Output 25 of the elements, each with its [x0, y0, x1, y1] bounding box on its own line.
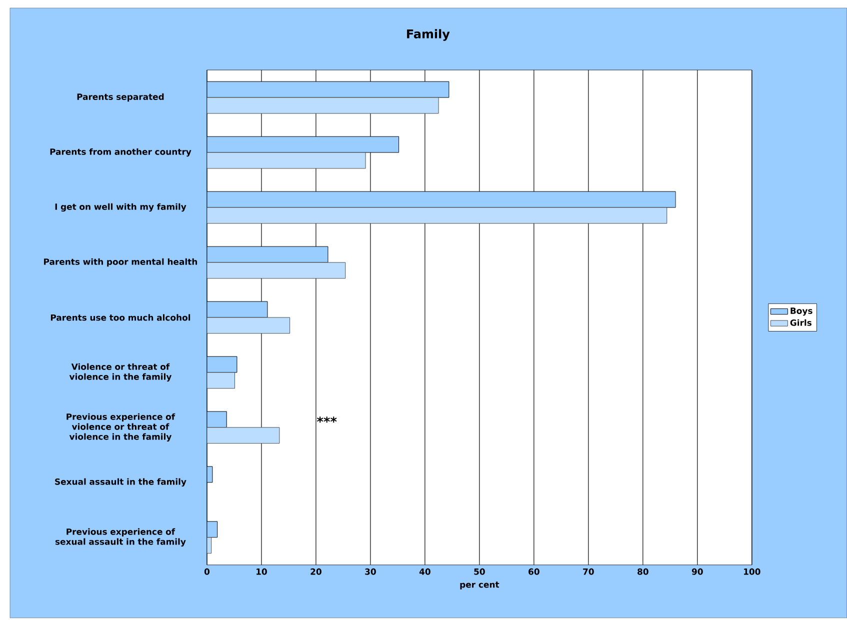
x-tick-label: 0: [204, 568, 210, 575]
x-axis-title: per cent: [460, 582, 500, 590]
x-tick-label: 30: [365, 568, 376, 575]
y-tick-label: Violence or threat of violence in the family: [69, 363, 172, 382]
y-tick-label: Previous experience of sexual assault in the family: [55, 528, 186, 547]
annotation: ***: [316, 416, 337, 423]
x-tick-label: 90: [692, 568, 703, 575]
y-tick-label: Previous experience of violence or threat of violence in the family: [66, 413, 176, 442]
y-tick-label: I get on well with my family: [55, 203, 186, 212]
y-tick-label: Parents from another country: [50, 148, 192, 157]
x-tick-label: 80: [638, 568, 648, 575]
chart-title: Family: [407, 29, 450, 41]
x-tick-label: 60: [528, 568, 540, 575]
y-tick-label: Sexual assault in the family: [55, 478, 186, 487]
x-tick-label: 20: [310, 568, 322, 575]
x-tick-label: 40: [419, 568, 430, 575]
y-tick-label: Parents use too much alcohol: [50, 314, 190, 321]
legend-label: Girls: [790, 319, 812, 326]
x-tick-label: 10: [256, 568, 267, 575]
x-tick-label: 100: [744, 568, 760, 575]
y-tick-label: Parents separated: [77, 93, 164, 102]
y-tick-label: Parents with poor mental health: [44, 258, 198, 267]
x-tick-label: 50: [474, 568, 485, 575]
x-tick-label: 70: [583, 568, 594, 575]
legend-label: Boys: [790, 308, 812, 316]
